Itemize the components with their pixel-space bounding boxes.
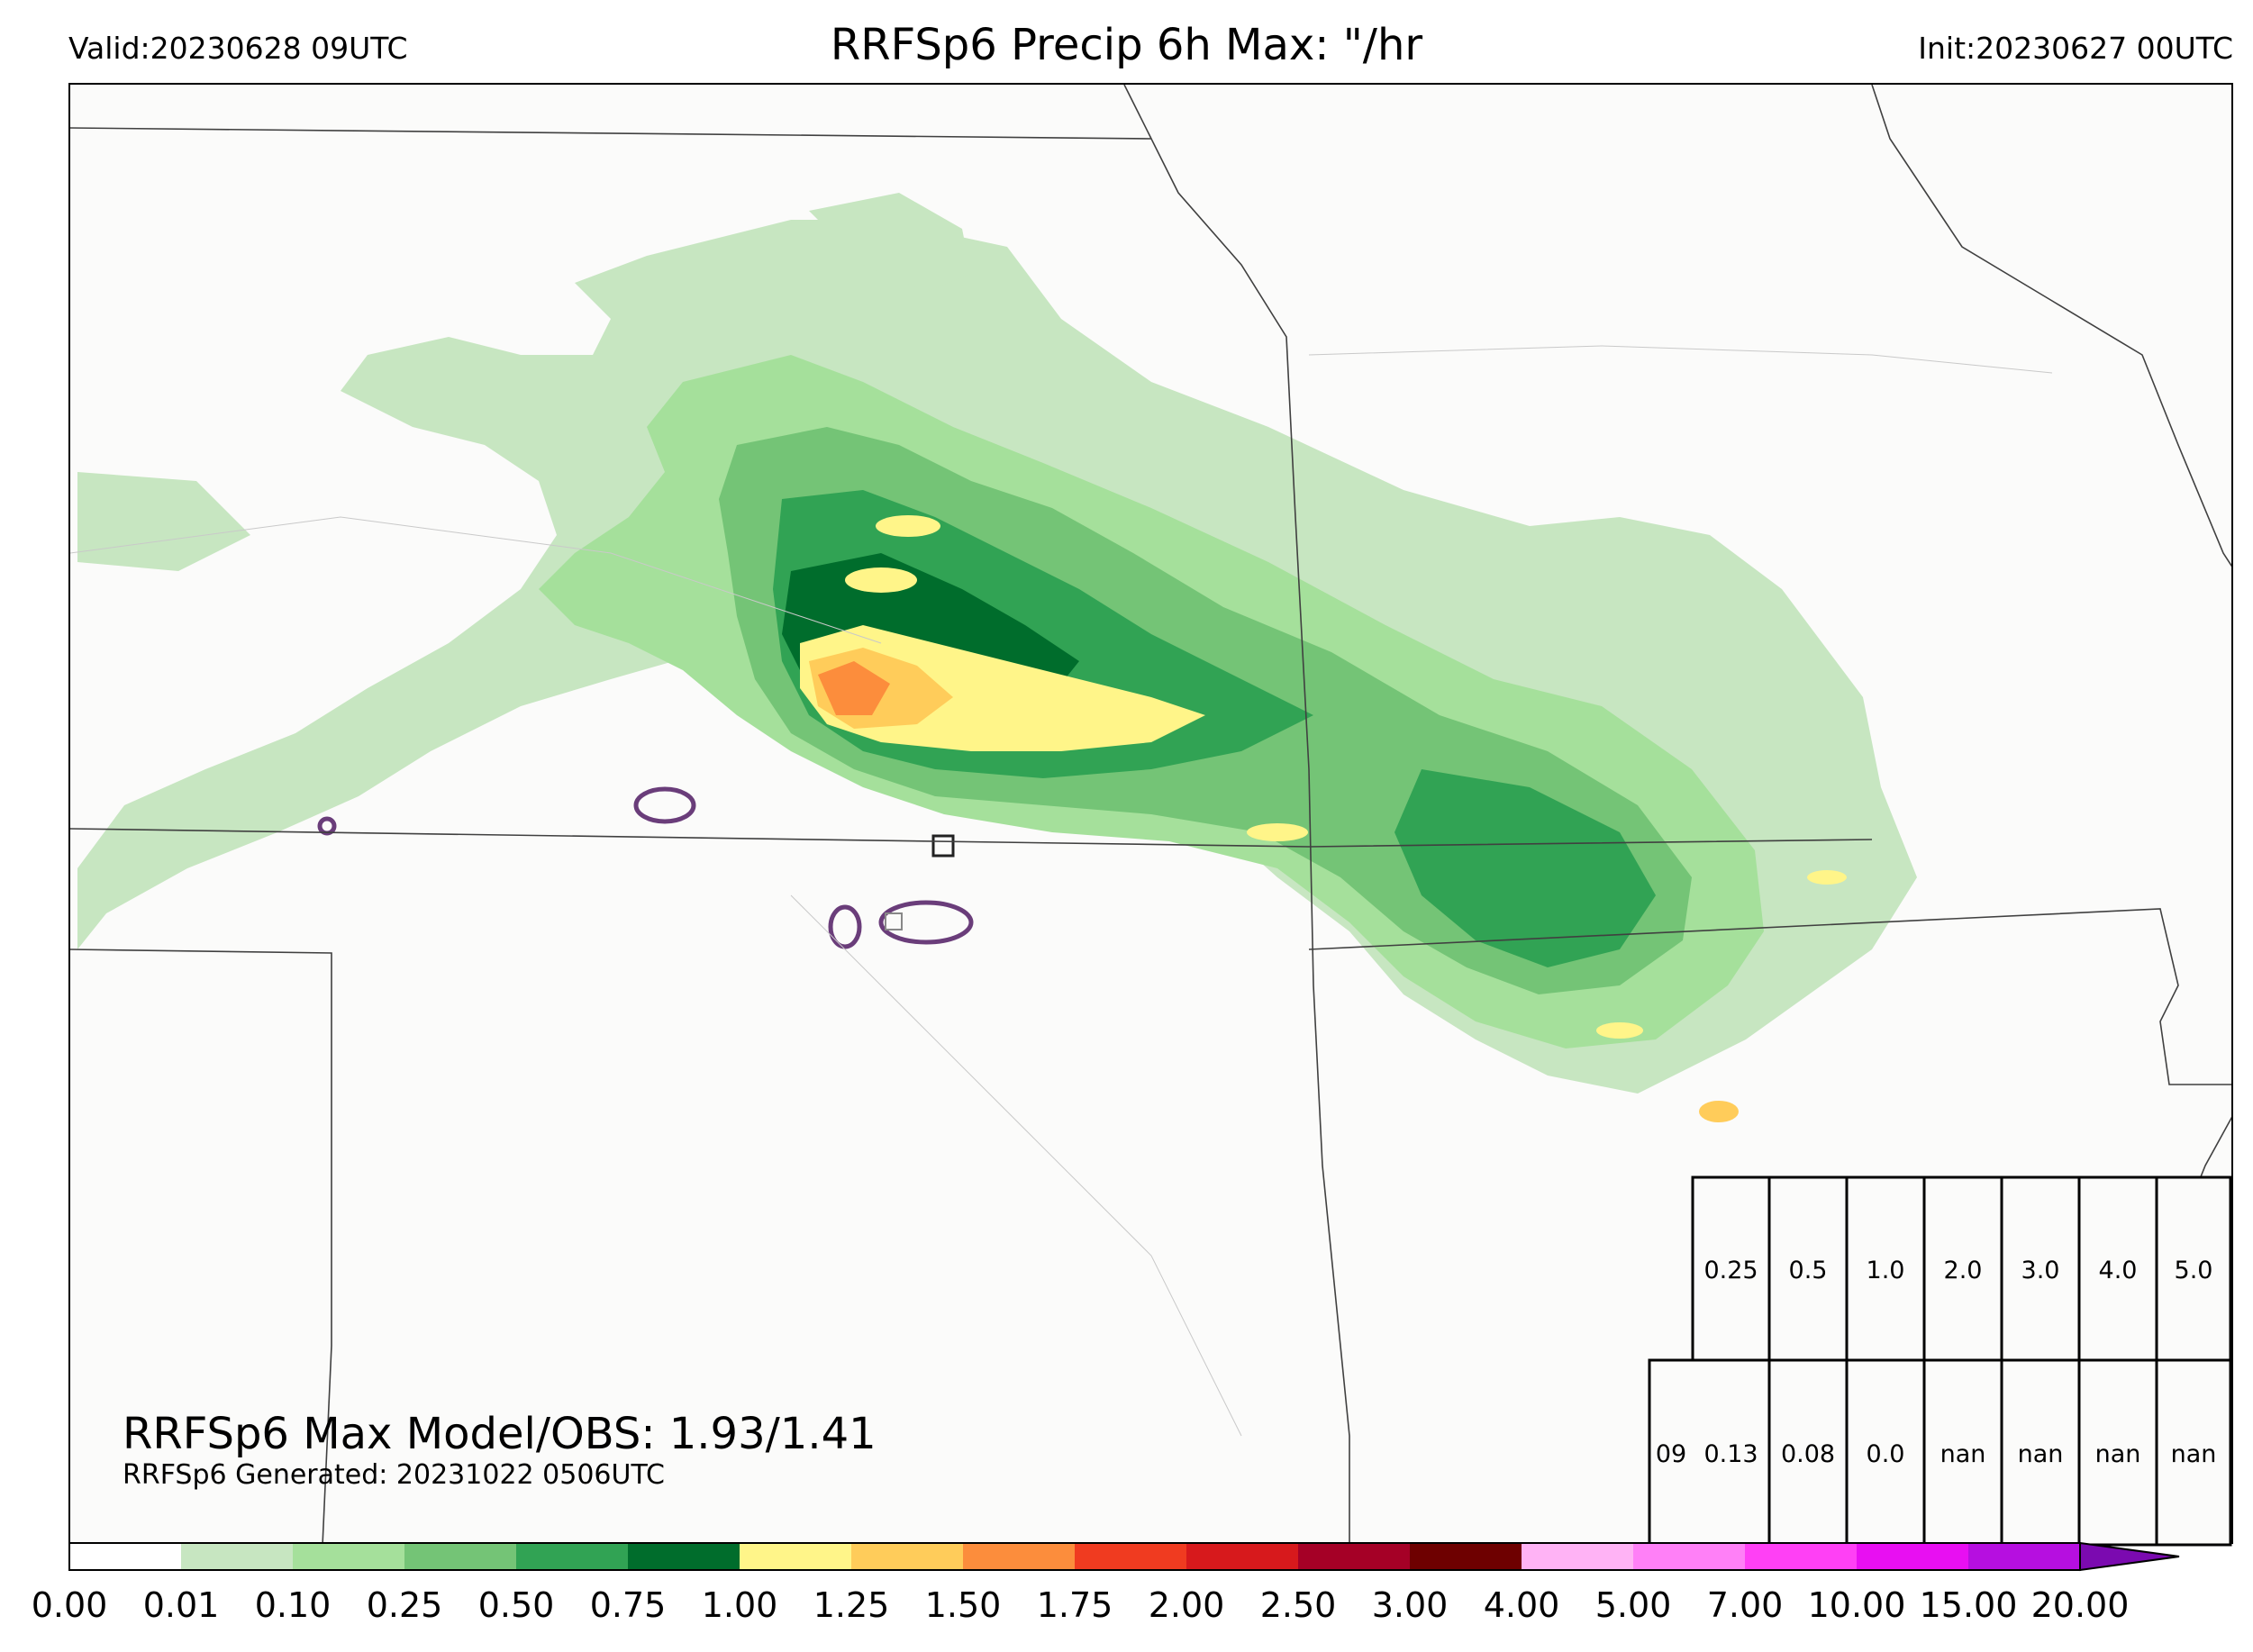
threshold-5.0: 5.0 (2175, 1257, 2213, 1284)
threshold-1.0: 1.0 (1867, 1257, 1905, 1284)
colorbar-segment (740, 1543, 852, 1570)
colorbar-segment (628, 1543, 740, 1570)
stats-table-cells: 0.25 0.5 1.0 2.0 3.0 4.0 5.0 09 0.13 0.0… (1656, 1257, 2217, 1468)
value-1.0: 0.0 (1867, 1440, 1905, 1468)
threshold-4.0: 4.0 (2099, 1257, 2138, 1284)
generated-timestamp: RRFSp6 Generated: 20231022 0506UTC (123, 1459, 665, 1491)
colorbar-segment (69, 1543, 182, 1570)
threshold-3.0: 3.0 (2021, 1257, 2060, 1284)
init-time: Init:20230627 00UTC (1918, 31, 2233, 66)
colorbar-tick-label: 4.00 (1483, 1585, 1560, 1625)
colorbar-frame (68, 1542, 2081, 1571)
colorbar-tick-label: 0.01 (142, 1585, 220, 1625)
threshold-stats-table: 0.25 0.5 1.0 2.0 3.0 4.0 5.0 09 0.13 0.0… (1648, 1175, 2232, 1547)
max-model-obs-label: RRFSp6 Max Model/OBS: 1.93/1.41 (123, 1409, 877, 1459)
colorbar-segments (69, 1543, 2081, 1570)
value-2.0: nan (1940, 1440, 1986, 1468)
colorbar-tick-label: 7.00 (1706, 1585, 1784, 1625)
colorbar-tick-label: 1.00 (701, 1585, 778, 1625)
colorbar-segment (1075, 1543, 1187, 1570)
colorbar-segment (516, 1543, 629, 1570)
threshold-0.25: 0.25 (1703, 1257, 1758, 1284)
colorbar-tick-label: 1.50 (924, 1585, 1002, 1625)
value-4.0: nan (2095, 1440, 2141, 1468)
colorbar-tick-label: 0.00 (31, 1585, 108, 1625)
obs-contours (317, 786, 974, 949)
colorbar-tick-label: 0.10 (254, 1585, 332, 1625)
colorbar-extend-arrow (2079, 1541, 2180, 1572)
colorbar-segment (181, 1543, 294, 1570)
value-0.25: 0.13 (1703, 1440, 1758, 1468)
colorbar-segment (963, 1543, 1076, 1570)
colorbar-tick-label: 10.00 (1807, 1585, 1906, 1625)
colorbar-segment (1186, 1543, 1299, 1570)
colorbar-segment (1857, 1543, 1969, 1570)
colorbar-segment (1522, 1543, 1634, 1570)
value-5.0: nan (2171, 1440, 2217, 1468)
value-0.5: 0.08 (1781, 1440, 1835, 1468)
colorbar-tick-label: 3.00 (1371, 1585, 1449, 1625)
colorbar-tick-label: 5.00 (1594, 1585, 1672, 1625)
colorbar-segment (404, 1543, 517, 1570)
colorbar-tick-label: 2.00 (1148, 1585, 1225, 1625)
threshold-0.5: 0.5 (1789, 1257, 1828, 1284)
precip-colorbar (68, 1541, 2180, 1572)
colorbar-tick-label: 1.75 (1036, 1585, 1113, 1625)
colorbar-segment (1298, 1543, 1411, 1570)
colorbar-segment (851, 1543, 964, 1570)
colorbar-segment (293, 1543, 405, 1570)
colorbar-tick-label: 20.00 (2030, 1585, 2130, 1625)
colorbar-tick-label: 0.75 (589, 1585, 667, 1625)
colorbar-tick-label: 15.00 (1919, 1585, 2018, 1625)
colorbar-segment (1968, 1543, 2081, 1570)
threshold-2.0: 2.0 (1944, 1257, 1983, 1284)
map-title: RRFSp6 Precip 6h Max: "/hr (830, 20, 1423, 70)
precip-map-graphic (70, 85, 2231, 1542)
station-markers (885, 834, 955, 930)
precip-max-cells (800, 515, 1847, 1122)
colorbar-segment (1745, 1543, 1858, 1570)
colorbar-segment (1633, 1543, 1746, 1570)
colorbar-tick-label: 2.50 (1259, 1585, 1337, 1625)
region-lines-faint (70, 345, 2053, 1437)
valid-time: Valid:20230628 09UTC (68, 31, 408, 66)
stats-table-grid (1648, 1175, 2232, 1547)
colorbar-tick-label: 0.25 (366, 1585, 443, 1625)
stats-table-dividers (1767, 1177, 2158, 1545)
colorbar-segment (1410, 1543, 1522, 1570)
colorbar-tick-label: 1.25 (813, 1585, 890, 1625)
colorbar-tick-label: 0.50 (477, 1585, 555, 1625)
row-label-hour: 09 (1656, 1440, 1686, 1468)
value-3.0: nan (2018, 1440, 2064, 1468)
precip-map (68, 83, 2233, 1544)
